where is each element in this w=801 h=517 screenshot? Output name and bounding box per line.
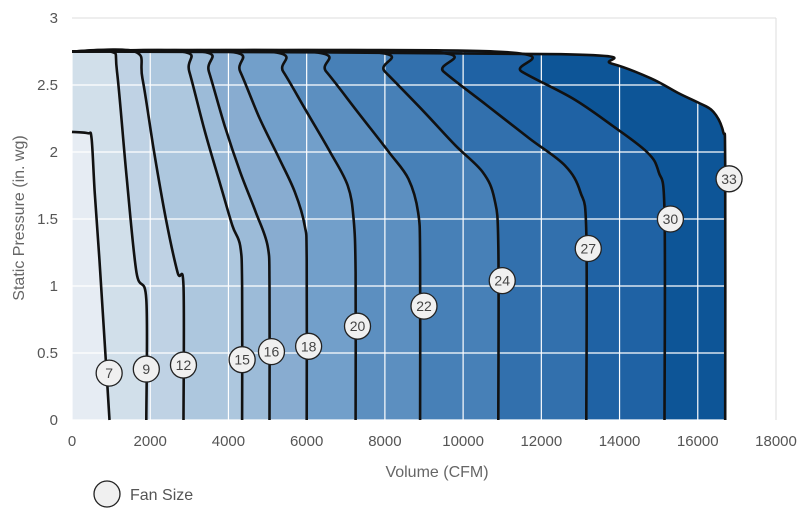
fan-size-badge-30 — [656, 205, 685, 233]
curve-layer — [71, 48, 727, 421]
legend-label: Fan Size — [130, 487, 193, 504]
fan-size-label-20: 20 — [350, 318, 366, 334]
fan-size-label-9: 9 — [142, 361, 150, 377]
fan-curve-7 — [71, 130, 111, 421]
y-tick-label: 1 — [50, 278, 58, 295]
x-tick-label: 8000 — [368, 433, 401, 450]
x-tick-label: 2000 — [134, 433, 167, 450]
x-tick-label: 0 — [68, 433, 76, 450]
y-tick-label: 3 — [50, 10, 58, 27]
fan-size-badge-22 — [410, 292, 438, 320]
x-tick-label: 10000 — [442, 433, 484, 450]
y-axis-title: Static Pressure (in. wg) — [11, 135, 28, 300]
fan-size-label-12: 12 — [176, 357, 192, 373]
fan-size-label-33: 33 — [721, 171, 737, 187]
fan-size-badge-15 — [228, 346, 256, 374]
fan-size-badge-16 — [257, 338, 286, 366]
fan-size-label-15: 15 — [234, 352, 250, 368]
y-tick-label: 0 — [50, 412, 58, 429]
fan-size-label-layer: 7 9 12 15 16 18 20 22 24 27 30 33 — [95, 165, 743, 387]
legend: Fan Size — [93, 480, 193, 508]
tick-label-layer: 0 2000 4000 6000 8000 10000 12000 14000 16000 180… — [37, 10, 797, 450]
fan-size-badge-20 — [343, 312, 372, 340]
x-tick-label: 4000 — [212, 433, 245, 450]
fan-area-7 — [72, 131, 110, 420]
x-tick-label: 14000 — [599, 433, 641, 450]
area-layer — [72, 49, 726, 421]
fan-size-badge-24 — [488, 266, 516, 295]
x-tick-label: 16000 — [677, 433, 719, 450]
fan-size-badge-12 — [169, 351, 198, 379]
fan-size-badge-18 — [294, 332, 323, 360]
x-axis-title: Volume (CFM) — [385, 464, 488, 481]
x-tick-label: 18000 — [755, 433, 797, 450]
y-tick-label: 0.5 — [37, 345, 58, 362]
legend-swatch-circle — [93, 480, 121, 508]
x-tick-label: 12000 — [520, 433, 562, 450]
fan-size-badge-7 — [95, 359, 123, 387]
fan-size-label-30: 30 — [663, 211, 679, 227]
fan-size-label-27: 27 — [580, 240, 596, 256]
fan-size-label-7: 7 — [105, 365, 113, 381]
y-tick-label: 2.5 — [37, 77, 58, 94]
fan-curve-12 — [71, 48, 186, 421]
fan-size-label-22: 22 — [416, 298, 432, 314]
fan-curve-33 — [71, 50, 727, 421]
fan-size-label-24: 24 — [494, 273, 510, 289]
x-tick-label: 6000 — [290, 433, 323, 450]
fan-size-label-16: 16 — [264, 344, 280, 360]
fan-size-label-18: 18 — [301, 338, 317, 354]
fan-size-badge-27 — [574, 234, 602, 263]
y-tick-label: 1.5 — [37, 211, 58, 228]
y-tick-label: 2 — [50, 144, 58, 161]
fan-size-badge-9 — [132, 355, 160, 383]
fan-size-badge-33 — [715, 165, 743, 193]
